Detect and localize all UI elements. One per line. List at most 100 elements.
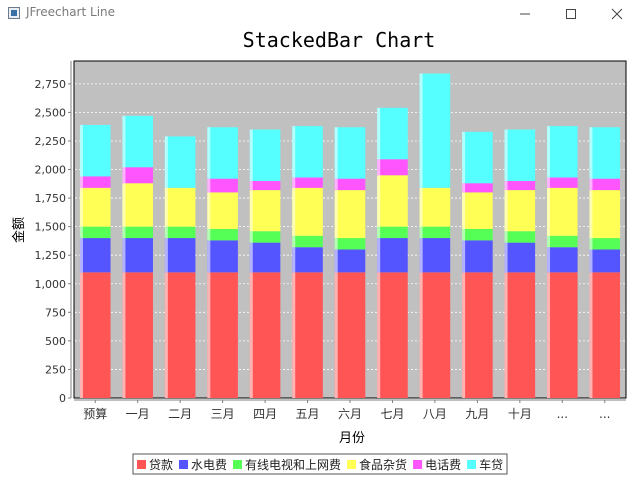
bar-highlight (377, 159, 381, 176)
bar-segment (164, 226, 196, 239)
bar-segment (164, 238, 196, 273)
bar-segment (164, 187, 196, 227)
y-tick-label: 0 (59, 392, 66, 405)
bar-segment (377, 272, 408, 398)
bar-highlight (589, 238, 593, 250)
bar-highlight (504, 129, 508, 181)
bar-highlight (504, 242, 508, 273)
bar-highlight (249, 272, 253, 398)
bar-highlight (164, 136, 168, 188)
x-tick-label: 七月 (380, 407, 404, 421)
bar-highlight (292, 126, 296, 178)
bar-segment (292, 177, 323, 188)
x-tick-label: 六月 (338, 407, 362, 421)
bar-segment (79, 238, 111, 273)
bar-segment (334, 249, 366, 273)
bar-segment (79, 272, 111, 398)
bar-highlight (79, 238, 83, 273)
y-tick-label: 750 (45, 306, 66, 319)
bar-segment (122, 183, 153, 227)
bar-highlight (547, 235, 551, 248)
bar-highlight (207, 178, 211, 193)
bar-highlight (589, 127, 593, 179)
bar-segment (377, 226, 408, 239)
bar-highlight (164, 238, 168, 273)
minimize-button[interactable] (502, 0, 548, 28)
bar-segment (504, 231, 536, 243)
bar-segment (547, 235, 578, 248)
bar-highlight (249, 180, 253, 191)
y-tick-label: 1,500 (35, 221, 67, 234)
bar-highlight (79, 272, 83, 398)
bar-highlight (589, 249, 593, 273)
bar-segment (249, 180, 281, 191)
bar-highlight (334, 190, 338, 239)
bar-segment (249, 231, 281, 243)
bar-highlight (462, 183, 466, 193)
bar-highlight (207, 127, 211, 179)
y-axis: 0 250 500 750 1,000 1,250 1,500 1,750 2,000 2,250… (35, 61, 72, 405)
bar-segment (122, 226, 153, 239)
window-title: JFreechart Line (26, 5, 116, 19)
bar-highlight (249, 231, 253, 243)
bar-segment (79, 187, 111, 227)
maximize-button[interactable] (548, 0, 594, 28)
y-tick-label: 2,500 (35, 106, 67, 119)
bar-highlight (547, 272, 551, 398)
bar-highlight (122, 238, 126, 273)
bar-segment (249, 272, 281, 398)
bar-segment (292, 247, 323, 273)
x-tick-label: 二月 (168, 407, 192, 421)
bar-highlight (122, 272, 126, 398)
bar-segment (334, 272, 366, 398)
bar-segment (589, 272, 621, 398)
bar-segment (419, 238, 451, 273)
bar-highlight (292, 247, 296, 273)
bar-segment (122, 167, 153, 184)
legend-swatch (137, 460, 146, 469)
bar-segment (462, 192, 493, 229)
bar-segment (79, 124, 111, 177)
app-icon (8, 7, 20, 19)
bar-segment (504, 129, 536, 181)
bar-highlight (504, 190, 508, 232)
bar-highlight (249, 129, 253, 181)
bar-highlight (122, 183, 126, 227)
bar-highlight (292, 235, 296, 248)
bar-segment (462, 240, 493, 273)
legend-label: 水电费 (191, 458, 227, 472)
x-tick-label: 十月 (508, 407, 532, 421)
bar-segment (462, 272, 493, 398)
bar-highlight (334, 249, 338, 273)
bar-segment (164, 272, 196, 398)
bar-segment (292, 187, 323, 236)
bar-segment (292, 272, 323, 398)
bar-highlight (462, 131, 466, 184)
bar-highlight (462, 240, 466, 273)
bar-segment (207, 228, 238, 241)
bar-highlight (419, 238, 423, 273)
chart-title: StackedBar Chart (243, 28, 436, 52)
bar-segment (122, 272, 153, 398)
y-tick-label: 1,000 (35, 278, 67, 291)
legend-swatch (179, 460, 189, 469)
bar-highlight (504, 180, 508, 191)
bar-segment (122, 115, 153, 168)
bar-segment (249, 129, 281, 181)
bar-segment (547, 177, 578, 188)
bar-highlight (79, 176, 83, 188)
bar-highlight (547, 177, 551, 188)
bar-segment (292, 235, 323, 248)
bar-segment (207, 127, 238, 179)
bar-highlight (547, 187, 551, 236)
bar-segment (377, 238, 408, 273)
bar-highlight (207, 240, 211, 273)
bar-highlight (589, 178, 593, 191)
close-button[interactable] (594, 0, 640, 28)
legend-swatch (347, 460, 357, 469)
legend-swatch (233, 460, 243, 469)
y-tick-label: 2,250 (35, 135, 67, 148)
bar-highlight (462, 192, 466, 229)
bar-highlight (249, 242, 253, 273)
bar-highlight (79, 124, 83, 177)
